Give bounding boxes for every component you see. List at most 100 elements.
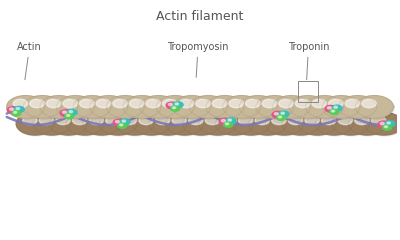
- Circle shape: [65, 114, 74, 119]
- Circle shape: [329, 99, 343, 108]
- Circle shape: [150, 113, 188, 136]
- Circle shape: [179, 99, 194, 108]
- Circle shape: [116, 113, 154, 135]
- Circle shape: [212, 99, 227, 108]
- Circle shape: [232, 113, 270, 135]
- Circle shape: [246, 99, 260, 108]
- Circle shape: [84, 113, 122, 136]
- Circle shape: [365, 113, 400, 135]
- Circle shape: [83, 113, 120, 135]
- Circle shape: [349, 113, 387, 136]
- Circle shape: [72, 116, 87, 125]
- Circle shape: [96, 99, 110, 108]
- Circle shape: [13, 99, 28, 108]
- Circle shape: [272, 96, 310, 118]
- Text: Actin: Actin: [17, 42, 42, 80]
- Circle shape: [58, 96, 95, 119]
- Circle shape: [255, 116, 270, 125]
- Circle shape: [175, 103, 178, 105]
- Circle shape: [380, 122, 384, 125]
- Circle shape: [306, 96, 344, 119]
- Circle shape: [274, 113, 278, 115]
- Circle shape: [240, 96, 278, 119]
- Circle shape: [113, 119, 124, 126]
- Circle shape: [366, 113, 400, 136]
- Circle shape: [216, 113, 253, 135]
- Circle shape: [24, 96, 62, 119]
- Circle shape: [14, 111, 17, 113]
- Circle shape: [132, 113, 170, 135]
- Circle shape: [139, 116, 153, 125]
- Circle shape: [262, 99, 277, 108]
- Circle shape: [156, 96, 194, 118]
- Circle shape: [323, 96, 361, 119]
- Circle shape: [67, 113, 105, 136]
- Circle shape: [56, 116, 70, 125]
- Circle shape: [219, 118, 230, 125]
- Bar: [298, 81, 318, 102]
- Circle shape: [327, 107, 331, 109]
- Circle shape: [281, 112, 284, 114]
- Circle shape: [122, 120, 126, 122]
- Circle shape: [30, 99, 44, 108]
- Circle shape: [277, 115, 286, 120]
- Circle shape: [168, 103, 172, 106]
- Text: Tropomyosin: Tropomyosin: [167, 42, 229, 77]
- Circle shape: [106, 96, 144, 118]
- Circle shape: [238, 116, 253, 125]
- Circle shape: [384, 126, 388, 128]
- Circle shape: [250, 113, 288, 136]
- Circle shape: [298, 113, 336, 135]
- Circle shape: [40, 96, 78, 118]
- Circle shape: [173, 102, 183, 108]
- Circle shape: [322, 116, 336, 125]
- Circle shape: [56, 96, 94, 118]
- Circle shape: [73, 96, 111, 118]
- Circle shape: [140, 96, 178, 118]
- Circle shape: [122, 116, 137, 125]
- Circle shape: [226, 118, 236, 124]
- Circle shape: [172, 116, 186, 125]
- Circle shape: [33, 113, 71, 135]
- Circle shape: [62, 111, 66, 113]
- Circle shape: [66, 113, 104, 135]
- Circle shape: [338, 116, 352, 125]
- Circle shape: [331, 110, 334, 112]
- Circle shape: [345, 99, 360, 108]
- Circle shape: [330, 109, 339, 114]
- Circle shape: [66, 114, 70, 116]
- Circle shape: [166, 113, 204, 136]
- Circle shape: [174, 96, 212, 119]
- Circle shape: [257, 96, 294, 119]
- Circle shape: [332, 105, 342, 111]
- Circle shape: [182, 113, 220, 135]
- Circle shape: [16, 108, 20, 110]
- Circle shape: [149, 113, 187, 135]
- Circle shape: [356, 96, 394, 119]
- Circle shape: [69, 111, 73, 113]
- Circle shape: [183, 113, 221, 136]
- Circle shape: [196, 99, 210, 108]
- Circle shape: [146, 99, 160, 108]
- Circle shape: [166, 102, 178, 109]
- Circle shape: [289, 96, 327, 118]
- Circle shape: [189, 96, 227, 118]
- Circle shape: [189, 116, 203, 125]
- Circle shape: [46, 99, 61, 108]
- Circle shape: [356, 96, 393, 118]
- Circle shape: [200, 113, 238, 136]
- Circle shape: [10, 108, 14, 110]
- Circle shape: [129, 99, 144, 108]
- Circle shape: [117, 113, 155, 136]
- Circle shape: [322, 96, 360, 118]
- Circle shape: [123, 96, 161, 118]
- Circle shape: [49, 113, 87, 135]
- Circle shape: [283, 113, 321, 136]
- Circle shape: [157, 96, 195, 119]
- Circle shape: [206, 96, 244, 118]
- Circle shape: [387, 122, 390, 124]
- Circle shape: [239, 96, 277, 118]
- Circle shape: [382, 125, 392, 130]
- Circle shape: [113, 99, 127, 108]
- Circle shape: [378, 121, 389, 128]
